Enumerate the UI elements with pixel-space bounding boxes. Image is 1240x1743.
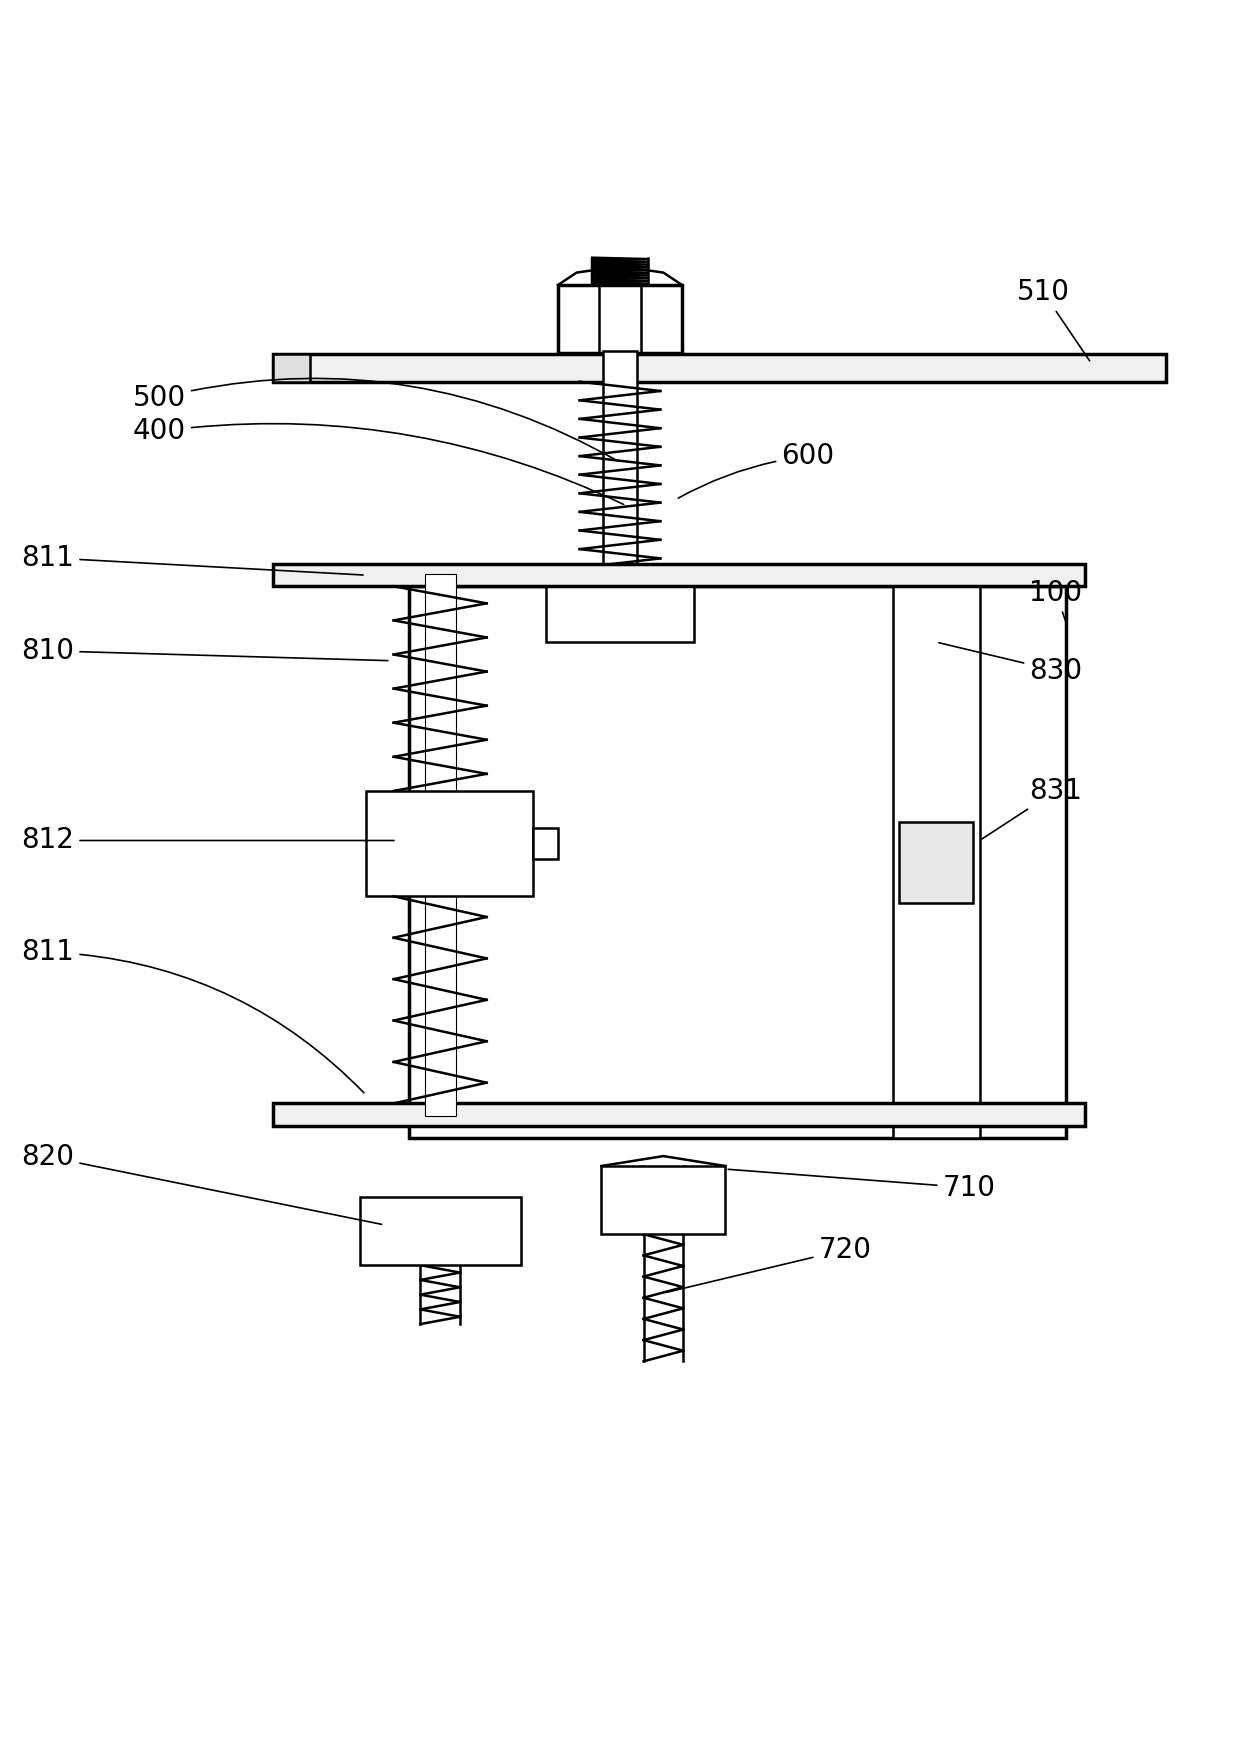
Text: 811: 811 [21,544,363,575]
Text: 510: 510 [1017,279,1090,361]
Text: 831: 831 [982,777,1083,838]
Bar [893,586,980,1138]
Text: 720: 720 [666,1236,872,1293]
Bar [424,573,456,1116]
Bar [360,1197,521,1265]
Bar [273,1103,1085,1126]
Bar [366,791,533,896]
Bar [273,565,1085,586]
Text: 811: 811 [21,938,363,1093]
Bar [601,1166,725,1234]
Bar [273,354,310,382]
Bar [546,580,694,641]
Text: 820: 820 [21,1143,382,1224]
Text: 830: 830 [939,643,1083,685]
Text: 100: 100 [1029,579,1083,621]
Text: 500: 500 [133,378,618,460]
Text: 600: 600 [678,443,835,498]
Bar [533,828,558,859]
Text: 710: 710 [728,1170,996,1201]
Text: 400: 400 [133,417,624,504]
Bar [603,350,637,586]
Bar [273,354,1166,382]
Bar [899,823,973,903]
Bar [558,284,682,354]
Text: 812: 812 [21,826,394,854]
Bar [409,586,1066,1138]
Text: 810: 810 [21,636,388,664]
